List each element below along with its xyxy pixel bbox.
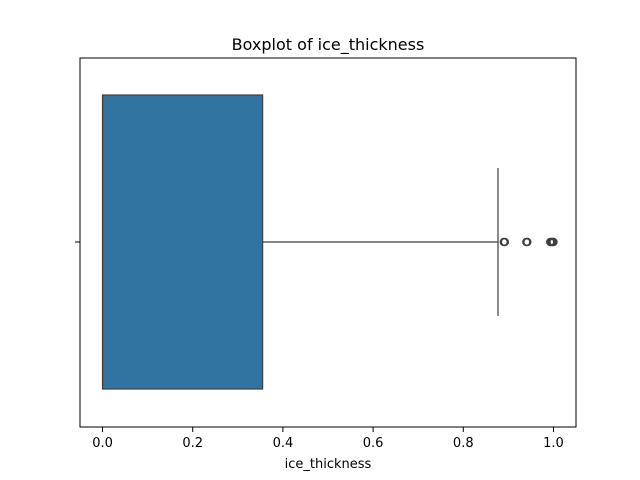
- outlier-group: [499, 237, 558, 247]
- x-tick-label: 0.8: [453, 436, 474, 451]
- x-tick-label: 0.4: [273, 436, 294, 451]
- outlier-point: [500, 237, 510, 247]
- x-tick-label: 0.2: [182, 436, 203, 451]
- x-axis-label: ice_thickness: [285, 457, 372, 472]
- x-tick-label: 0.0: [92, 436, 113, 451]
- outlier-point: [523, 237, 532, 247]
- box-group: [101, 94, 499, 390]
- outlier-point: [549, 237, 558, 247]
- x-tick-label: 1.0: [543, 436, 564, 451]
- x-axis-ticks: 0.0 0.2 0.4 0.6 0.8 1.0: [92, 427, 564, 451]
- iqr-box: [101, 94, 264, 390]
- chart-title: Boxplot of ice_thickness: [232, 35, 425, 55]
- x-tick-label: 0.6: [363, 436, 384, 451]
